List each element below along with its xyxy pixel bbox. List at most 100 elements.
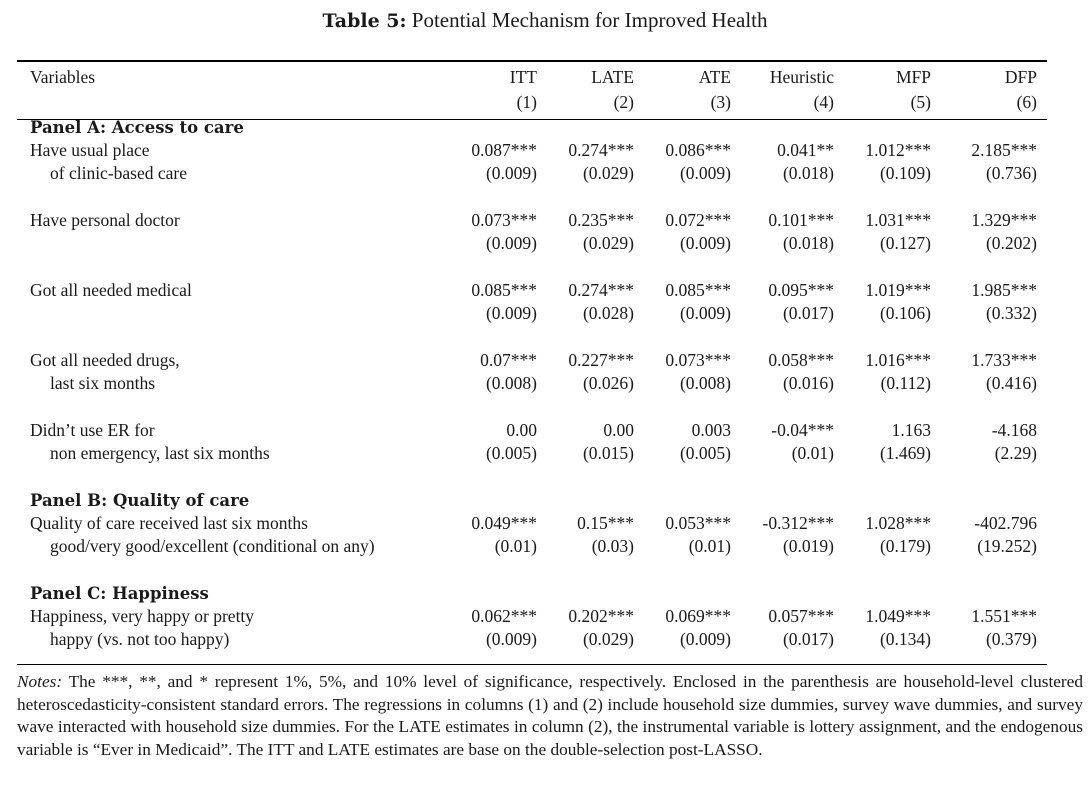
coefficient-cell: -4.168 bbox=[991, 420, 1037, 440]
coefficient-cell: 0.057*** bbox=[768, 606, 834, 626]
spacer-row bbox=[17, 325, 1047, 349]
coefficient-cell: 0.041** bbox=[777, 140, 834, 160]
spacer-row bbox=[17, 395, 1047, 419]
coefficient-cell: -0.04*** bbox=[771, 420, 834, 440]
std-error-cell: (0.379) bbox=[985, 629, 1037, 649]
notes-text: The ***, **, and * represent 1%, 5%, and… bbox=[17, 672, 1083, 759]
std-error-cell: (0.019) bbox=[782, 536, 834, 556]
column-header: ATE bbox=[698, 67, 731, 87]
coefficient-cell: 1.049*** bbox=[865, 606, 931, 626]
std-error-cell: (0.01) bbox=[688, 536, 731, 556]
variable-label-continued: happy (vs. not too happy) bbox=[50, 629, 230, 649]
panel-row: Panel C: Happiness bbox=[17, 582, 1047, 605]
column-number: (6) bbox=[1016, 92, 1037, 112]
std-error-cell: (19.252) bbox=[977, 536, 1037, 556]
std-error-cell: (0.009) bbox=[679, 303, 731, 323]
std-error-cell: (0.005) bbox=[485, 443, 537, 463]
coefficient-cell: 0.087*** bbox=[471, 140, 537, 160]
coefficient-cell: 1.028*** bbox=[865, 513, 931, 533]
column-number: (2) bbox=[613, 92, 634, 112]
std-error-cell: (0.134) bbox=[879, 629, 931, 649]
std-error-cell: (0.018) bbox=[782, 163, 834, 183]
spacer-row bbox=[17, 558, 1047, 582]
coefficient-cell: 1.019*** bbox=[865, 280, 931, 300]
header-row: Variables ITT LATE ATE Heuristic MFP DFP bbox=[17, 66, 1047, 89]
coefficient-cell: 0.00 bbox=[603, 420, 634, 440]
coefficient-cell: 0.235*** bbox=[568, 210, 634, 230]
column-header: MFP bbox=[895, 67, 931, 87]
std-error-cell: (0.179) bbox=[879, 536, 931, 556]
column-header: LATE bbox=[591, 67, 634, 87]
coefficient-cell: 0.07*** bbox=[480, 350, 537, 370]
coefficient-cell: 1.329*** bbox=[971, 210, 1037, 230]
coefficient-cell: 0.086*** bbox=[665, 140, 731, 160]
variable-label: Got all needed medical bbox=[30, 280, 192, 300]
spacer-cell bbox=[17, 185, 1047, 209]
coefficient-cell: 1.012*** bbox=[865, 140, 931, 160]
coefficient-cell: 2.185*** bbox=[971, 140, 1037, 160]
coefficient-cell: 0.069*** bbox=[665, 606, 731, 626]
std-error-cell: (0.009) bbox=[485, 163, 537, 183]
spacer-row bbox=[17, 465, 1047, 489]
std-error-row: non emergency, last six months (0.005) (0.… bbox=[17, 442, 1047, 465]
table-title: Potential Mechanism for Improved Health bbox=[411, 8, 768, 32]
variable-label: Quality of care received last six months bbox=[30, 513, 308, 533]
coefficient-cell: 1.985*** bbox=[971, 280, 1037, 300]
std-error-cell: (1.469) bbox=[879, 443, 931, 463]
table-caption: Table 5: Potential Mechanism for Improve… bbox=[0, 6, 1090, 35]
table-notes: Notes: The ***, **, and * represent 1%, … bbox=[17, 671, 1083, 761]
variable-label: Have usual place bbox=[30, 140, 150, 160]
spacer-row bbox=[17, 185, 1047, 209]
spacer-cell bbox=[17, 395, 1047, 419]
variable-label-continued bbox=[17, 302, 457, 325]
std-error-row: of clinic-based care (0.009) (0.029) (0.009… bbox=[17, 162, 1047, 185]
panel-row: Panel B: Quality of care bbox=[17, 489, 1047, 512]
std-error-cell: (0.009) bbox=[485, 233, 537, 253]
std-error-cell: (0.015) bbox=[582, 443, 634, 463]
std-error-cell: (0.009) bbox=[485, 303, 537, 323]
panel-title: Panel C: Happiness bbox=[30, 584, 209, 603]
std-error-row: (0.009) (0.029) (0.009) (0.018) (0.127) (0.20… bbox=[17, 232, 1047, 255]
variable-label-continued: good/very good/excellent (conditional on… bbox=[50, 536, 375, 556]
std-error-cell: (0.01) bbox=[791, 443, 834, 463]
std-error-cell: (0.202) bbox=[985, 233, 1037, 253]
coefficient-cell: 0.15*** bbox=[577, 513, 634, 533]
coefficient-cell: 1.163 bbox=[891, 420, 931, 440]
coefficient-row: Happiness, very happy or pretty 0.062*** 0… bbox=[17, 605, 1047, 628]
coefficient-cell: 0.095*** bbox=[768, 280, 834, 300]
coefficient-cell: 0.072*** bbox=[665, 210, 731, 230]
std-error-cell: (0.03) bbox=[591, 536, 634, 556]
std-error-cell: (0.416) bbox=[985, 373, 1037, 393]
coefficient-row: Got all needed medical 0.085*** 0.274*** 0.… bbox=[17, 279, 1047, 302]
std-error-cell: (0.009) bbox=[679, 629, 731, 649]
coefficient-cell: 1.031*** bbox=[865, 210, 931, 230]
variable-label: Didn’t use ER for bbox=[30, 420, 155, 440]
panel-title: Panel B: Quality of care bbox=[30, 491, 250, 510]
header-number-row: (1) (2) (3) (4) (5) (6) bbox=[17, 89, 1047, 116]
std-error-cell: (0.029) bbox=[582, 629, 634, 649]
std-error-cell: (0.106) bbox=[879, 303, 931, 323]
coefficient-cell: 0.202*** bbox=[568, 606, 634, 626]
panel-title: Panel A: Access to care bbox=[30, 118, 244, 137]
std-error-cell: (0.01) bbox=[494, 536, 537, 556]
coefficient-cell: 0.101*** bbox=[768, 210, 834, 230]
coefficient-cell: 0.049*** bbox=[471, 513, 537, 533]
std-error-cell: (0.017) bbox=[782, 303, 834, 323]
std-error-cell: (0.009) bbox=[485, 629, 537, 649]
std-error-cell: (0.016) bbox=[782, 373, 834, 393]
spacer-row bbox=[17, 255, 1047, 279]
header-rule bbox=[17, 119, 1047, 120]
coefficient-cell: 0.00 bbox=[506, 420, 537, 440]
std-error-cell: (0.005) bbox=[679, 443, 731, 463]
coefficient-row: Didn’t use ER for 0.00 0.00 0.003 -0.04*** 1.… bbox=[17, 419, 1047, 442]
spacer-cell bbox=[17, 465, 1047, 489]
coefficient-row: Quality of care received last six months… bbox=[17, 512, 1047, 535]
coefficient-cell: 0.073*** bbox=[665, 350, 731, 370]
coefficient-row: Have usual place 0.087*** 0.274*** 0.086***… bbox=[17, 139, 1047, 162]
std-error-cell: (0.332) bbox=[985, 303, 1037, 323]
variables-header: Variables bbox=[30, 67, 96, 87]
spacer-cell bbox=[17, 558, 1047, 582]
variable-label-continued bbox=[17, 232, 457, 255]
coefficient-cell: 0.058*** bbox=[768, 350, 834, 370]
